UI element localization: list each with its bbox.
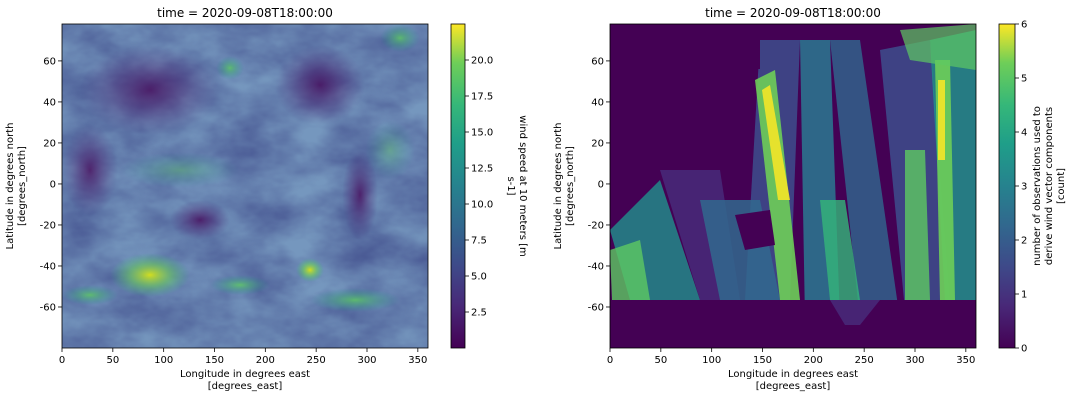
right-y-ticks: -60 -40 -20 0 20 40 60 bbox=[588, 56, 610, 313]
y-tick-label: -60 bbox=[40, 302, 56, 313]
right-title: time = 2020-09-08T18:00:00 bbox=[705, 6, 881, 20]
colorbar-tick-label: 5 bbox=[1021, 74, 1027, 85]
y-tick-label: 60 bbox=[591, 56, 604, 67]
left-plot: time = 2020-09-08T18:00:00 0 50 100 150 200 2… bbox=[5, 6, 528, 392]
left-x-ticks: 0 50 100 150 200 250 300 350 bbox=[59, 348, 427, 366]
x-tick-label: 300 bbox=[905, 355, 924, 366]
colorbar-tick-label: 10.0 bbox=[471, 200, 493, 211]
colorbar-tick-label: 20.0 bbox=[471, 56, 493, 67]
left-colorbar: 2.5 5.0 7.5 10.0 12.5 15.0 17.5 20.0 wind speed… bbox=[450, 23, 528, 349]
right-y-label-line1: Latitude in degrees north bbox=[553, 123, 564, 250]
colorbar-tick-label: 1 bbox=[1021, 290, 1027, 301]
colorbar-tick-label: 2 bbox=[1021, 236, 1027, 247]
right-colorbar: 0 1 2 3 4 5 6 number of observations used to d… bbox=[998, 20, 1067, 355]
left-heatmap bbox=[62, 24, 428, 348]
left-y-label-line2: [degrees_north] bbox=[17, 146, 28, 226]
colorbar-tick-label: 3 bbox=[1021, 182, 1027, 193]
right-colorbar-label-line2: derive wind vector components bbox=[1044, 107, 1055, 265]
colorbar-tick-label: 12.5 bbox=[471, 164, 493, 175]
colorbar-tick-label: 7.5 bbox=[471, 236, 487, 247]
x-tick-label: 150 bbox=[753, 355, 772, 366]
y-tick-label: -20 bbox=[40, 220, 56, 231]
x-tick-label: 350 bbox=[956, 355, 975, 366]
colorbar-tick-label: 2.5 bbox=[471, 308, 487, 319]
x-tick-label: 0 bbox=[607, 355, 613, 366]
right-colorbar-label-line3: [count] bbox=[1056, 168, 1067, 204]
x-tick-label: 200 bbox=[256, 355, 275, 366]
y-tick-label: 20 bbox=[591, 138, 604, 149]
y-tick-label: 0 bbox=[50, 179, 56, 190]
x-tick-label: 0 bbox=[59, 355, 65, 366]
right-x-ticks: 0 50 100 150 200 250 300 350 bbox=[607, 348, 975, 366]
left-colorbar-label-line1: wind speed at 10 meters [m bbox=[517, 115, 528, 256]
colorbar-tick-label: 15.0 bbox=[471, 128, 493, 139]
right-colorbar-ticks: 0 1 2 3 4 5 6 bbox=[1015, 20, 1027, 355]
right-y-label-line2: [degrees_north] bbox=[565, 146, 576, 226]
x-tick-label: 200 bbox=[804, 355, 823, 366]
x-tick-label: 250 bbox=[855, 355, 874, 366]
x-tick-label: 100 bbox=[702, 355, 721, 366]
x-tick-label: 300 bbox=[357, 355, 376, 366]
x-tick-label: 250 bbox=[307, 355, 326, 366]
colorbar-tick-label: 17.5 bbox=[471, 92, 493, 103]
y-tick-label: 60 bbox=[43, 56, 56, 67]
y-tick-label: -40 bbox=[40, 261, 56, 272]
x-tick-label: 50 bbox=[654, 355, 667, 366]
left-colorbar-ticks: 2.5 5.0 7.5 10.0 12.5 15.0 17.5 20.0 bbox=[465, 56, 493, 319]
colorbar-tick-label: 4 bbox=[1021, 128, 1027, 139]
right-x-label-line2: [degrees_east] bbox=[756, 381, 831, 392]
right-x-label-line1: Longitude in degrees east bbox=[728, 369, 858, 380]
y-tick-label: -60 bbox=[588, 302, 604, 313]
y-tick-label: 40 bbox=[43, 97, 56, 108]
left-y-ticks: -60 -40 -20 0 20 40 60 bbox=[40, 56, 62, 313]
x-tick-label: 350 bbox=[408, 355, 427, 366]
left-y-label-line1: Latitude in degrees north bbox=[5, 123, 16, 250]
right-colorbar-label-line1: number of observations used to bbox=[1032, 106, 1043, 266]
y-tick-label: -40 bbox=[588, 261, 604, 272]
colorbar-tick-label: 0 bbox=[1021, 344, 1027, 355]
x-tick-label: 150 bbox=[205, 355, 224, 366]
left-x-label-line1: Longitude in degrees east bbox=[180, 369, 310, 380]
y-tick-label: 0 bbox=[598, 179, 604, 190]
colorbar-tick-label: 6 bbox=[1021, 20, 1027, 31]
colorbar-tick-label: 5.0 bbox=[471, 272, 487, 283]
left-colorbar-label-line2: s-1] bbox=[505, 176, 516, 195]
y-tick-label: -20 bbox=[588, 220, 604, 231]
y-tick-label: 20 bbox=[43, 138, 56, 149]
right-plot: time = 2020-09-08T18:00:00 bbox=[553, 6, 1067, 392]
left-title: time = 2020-09-08T18:00:00 bbox=[157, 6, 333, 20]
x-tick-label: 50 bbox=[106, 355, 119, 366]
x-tick-label: 100 bbox=[154, 355, 173, 366]
right-heatmap bbox=[610, 24, 976, 348]
left-x-label-line2: [degrees_east] bbox=[208, 381, 283, 392]
y-tick-label: 40 bbox=[591, 97, 604, 108]
